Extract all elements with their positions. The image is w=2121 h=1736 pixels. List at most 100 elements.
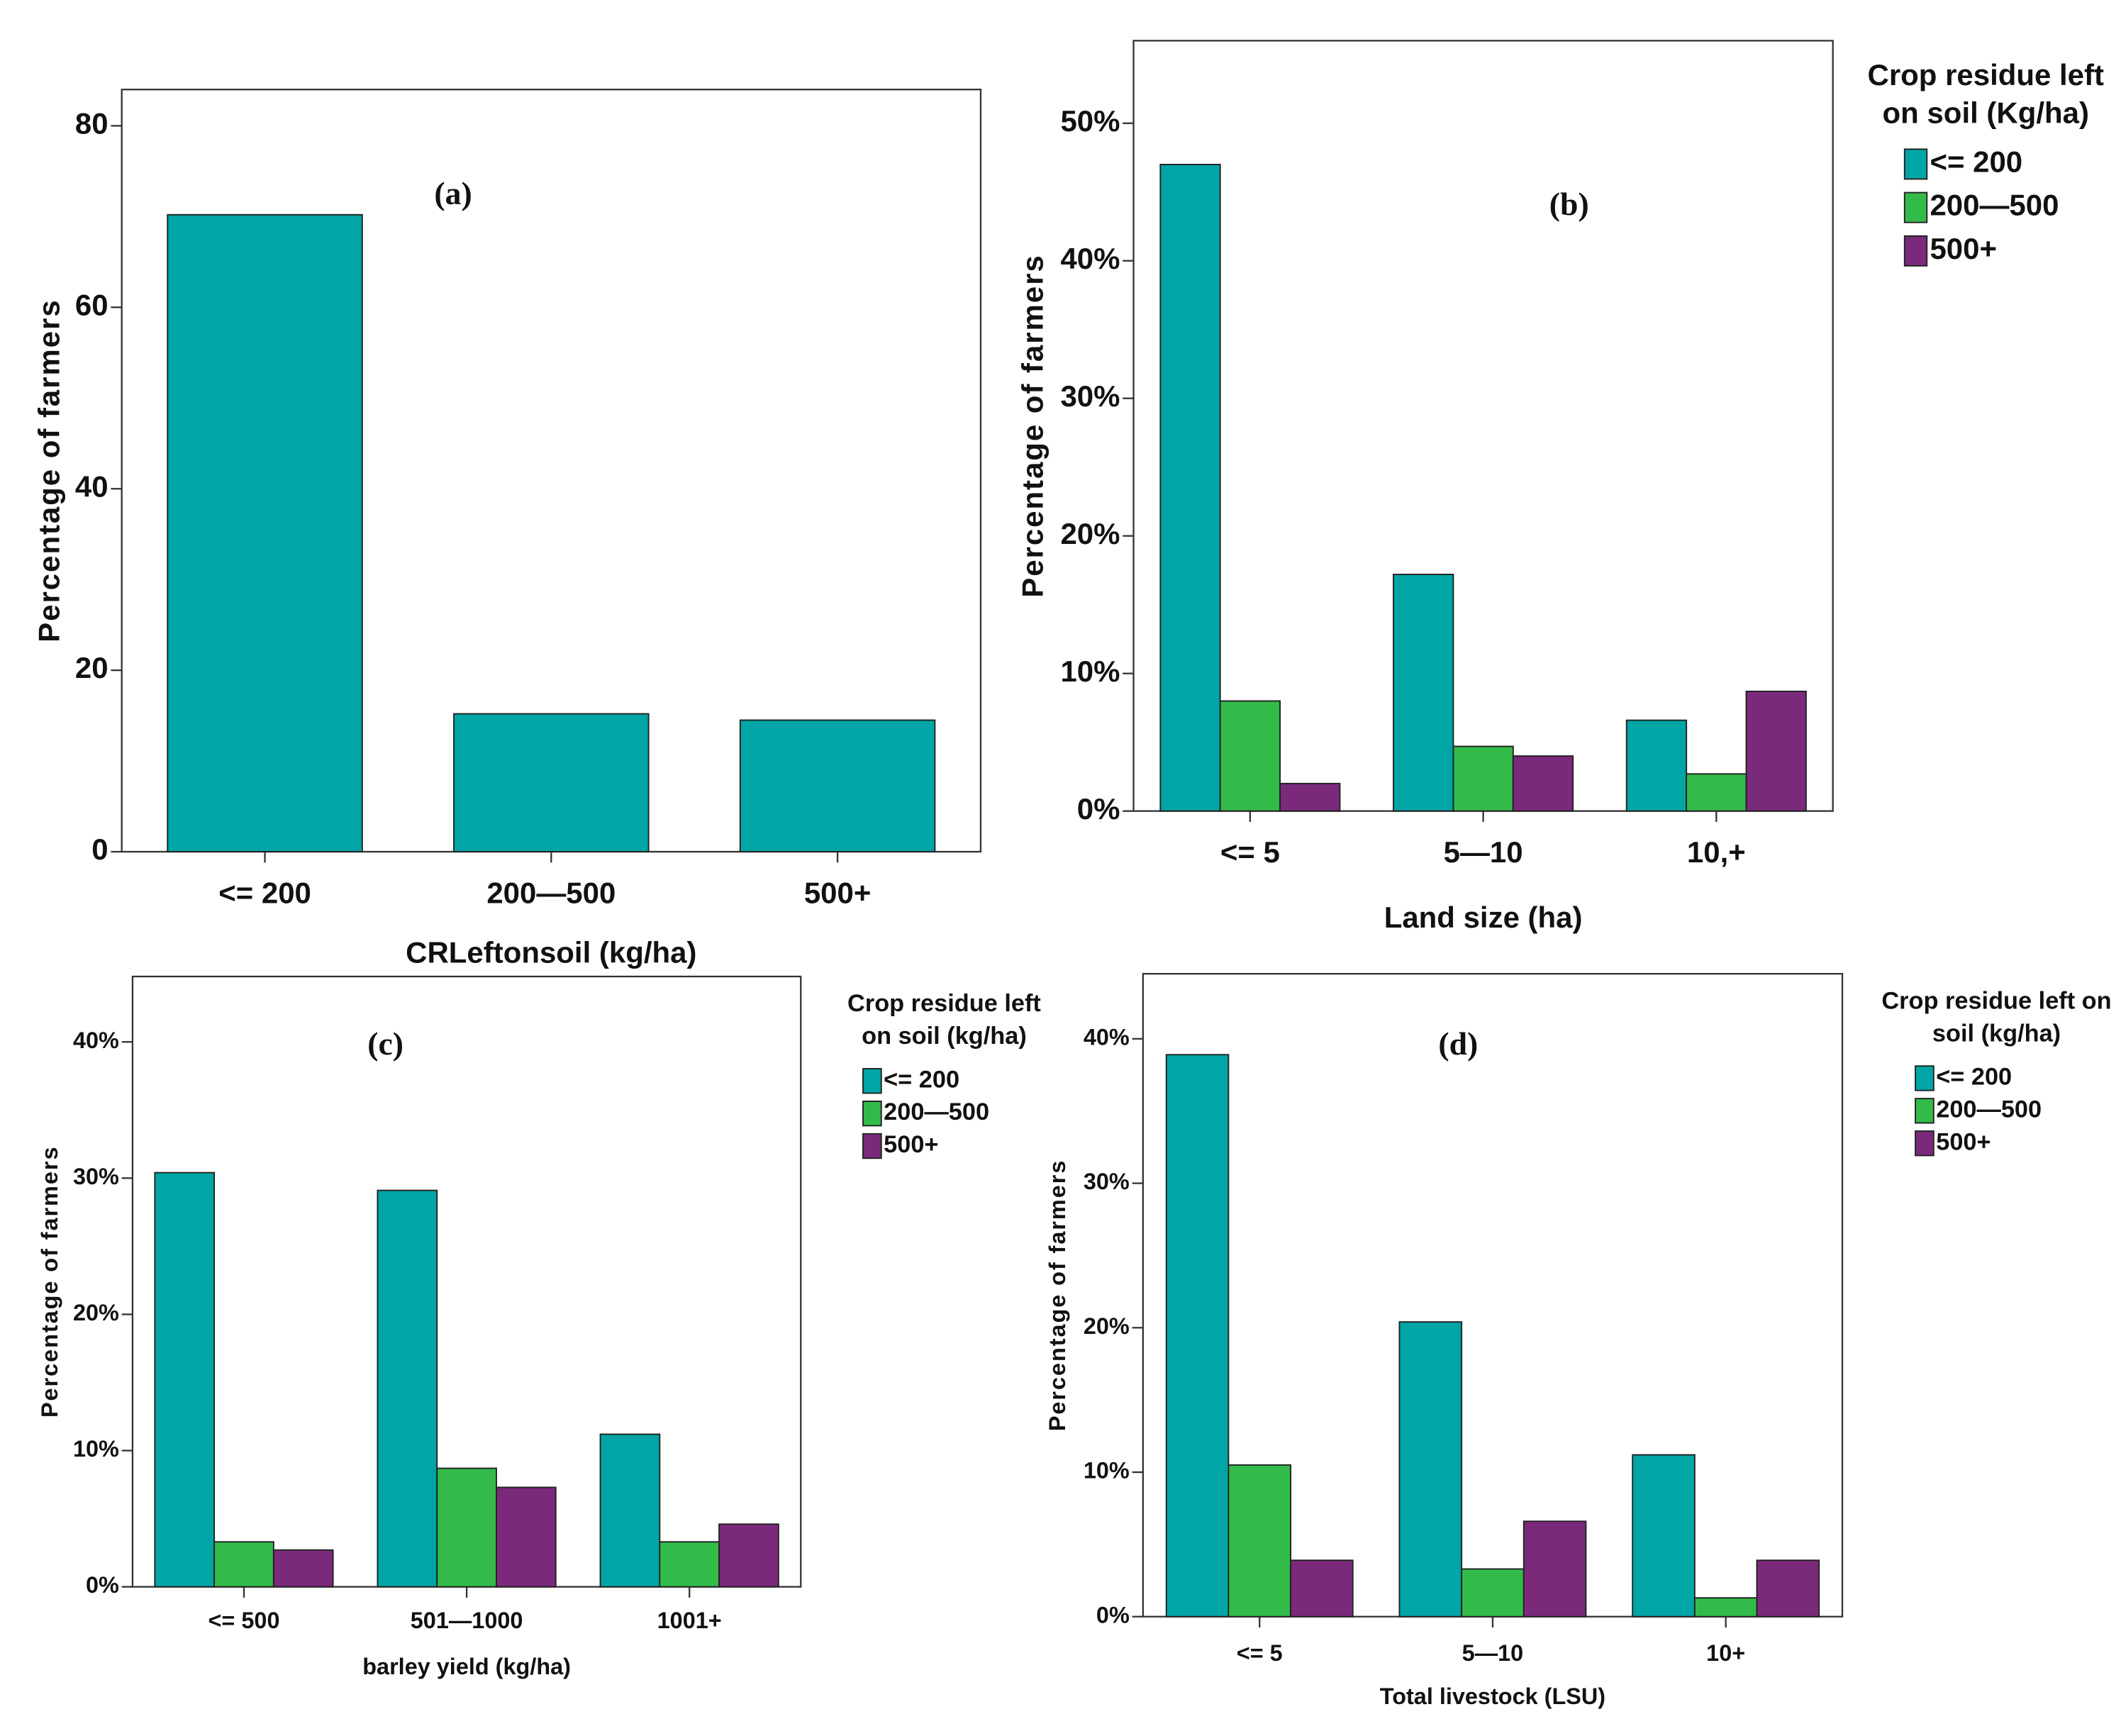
- bar: [1686, 773, 1747, 812]
- x-tick-label: 200—500: [486, 876, 616, 909]
- legend-swatch: [1915, 1130, 1934, 1157]
- x-tick-label: 1001+: [657, 1608, 722, 1633]
- y-tick-label: 50%: [1060, 104, 1120, 138]
- y-tick-label: 10%: [1060, 655, 1120, 688]
- legend-label: <= 200: [1936, 1063, 2012, 1090]
- y-tick-label: 40%: [1084, 1024, 1130, 1050]
- y-tick-label: 20%: [73, 1300, 119, 1325]
- legend-swatch: [1903, 191, 1928, 223]
- bar: [1756, 1559, 1820, 1618]
- bar: [1461, 1568, 1525, 1618]
- plot-frame: [1132, 40, 1834, 812]
- legend-label: <= 200: [1930, 145, 2022, 178]
- legend-title: on soil (Kg/ha): [1883, 96, 2089, 130]
- bar: [1159, 164, 1221, 812]
- legend-label: 500+: [1936, 1128, 1991, 1155]
- y-axis-label: Percentage of farmers: [37, 1146, 62, 1418]
- annotation: (a): [434, 175, 472, 211]
- bar: [167, 213, 363, 853]
- x-tick-label: <= 5: [1220, 835, 1280, 869]
- bar: [436, 1467, 497, 1588]
- bar: [1393, 574, 1454, 812]
- bar: [453, 713, 650, 853]
- y-tick-label: 0%: [1096, 1602, 1130, 1628]
- y-axis-label: Percentage of farmers: [33, 299, 66, 642]
- x-axis-label: Land size (ha): [1384, 901, 1583, 934]
- legend-swatch: [862, 1068, 882, 1094]
- y-tick-label: 30%: [1060, 379, 1120, 413]
- bar: [1745, 690, 1807, 812]
- legend-title: on soil (kg/ha): [862, 1023, 1027, 1050]
- bar: [1625, 719, 1688, 812]
- x-tick-label: 10+: [1706, 1640, 1745, 1666]
- bar: [718, 1523, 779, 1588]
- bar: [599, 1433, 661, 1588]
- legend-label: 200—500: [884, 1098, 989, 1125]
- bar: [496, 1486, 557, 1588]
- legend-label: 500+: [884, 1131, 938, 1158]
- bar: [272, 1549, 334, 1588]
- y-axis-label: Percentage of farmers: [1015, 254, 1049, 597]
- bar: [1219, 700, 1281, 812]
- y-tick-label: 0%: [1077, 792, 1120, 825]
- x-tick-label: <= 5: [1237, 1640, 1283, 1666]
- bar: [1290, 1559, 1354, 1618]
- x-axis-label: barley yield (kg/ha): [362, 1654, 571, 1679]
- legend-swatch: [862, 1133, 882, 1159]
- bar: [1632, 1454, 1696, 1618]
- y-tick-label: 30%: [1084, 1169, 1130, 1194]
- bar: [1165, 1054, 1230, 1618]
- y-tick-label: 0%: [86, 1572, 119, 1598]
- y-tick-label: 40: [75, 469, 108, 503]
- legend-label: 500+: [1930, 232, 1997, 265]
- x-tick-label: 501—1000: [411, 1608, 523, 1633]
- legend-label: 200—500: [1930, 189, 2059, 222]
- bar: [659, 1541, 720, 1588]
- x-tick-label: 500+: [804, 876, 872, 909]
- legend-swatch: [1903, 235, 1928, 267]
- x-tick-label: <= 500: [208, 1608, 279, 1633]
- annotation: (d): [1438, 1025, 1478, 1062]
- bar: [377, 1189, 438, 1588]
- x-axis-label: Total livestock (LSU): [1380, 1684, 1605, 1709]
- y-tick-label: 20: [75, 651, 108, 684]
- bar: [1693, 1597, 1758, 1618]
- legend-swatch: [1915, 1098, 1934, 1124]
- y-tick-label: 20%: [1084, 1313, 1130, 1339]
- bar: [1398, 1321, 1463, 1618]
- legend-label: 200—500: [1936, 1096, 2042, 1123]
- legend-title: Crop residue left: [1868, 58, 2104, 91]
- y-tick-label: 80: [75, 106, 108, 140]
- legend-title: Crop residue left: [847, 990, 1041, 1017]
- y-tick-label: 30%: [73, 1164, 119, 1189]
- y-tick-label: 40%: [73, 1028, 119, 1053]
- y-tick-label: 10%: [73, 1436, 119, 1462]
- y-tick-label: 0: [91, 833, 108, 866]
- legend-swatch: [1903, 148, 1928, 180]
- bar: [1522, 1520, 1587, 1618]
- legend-swatch: [862, 1100, 882, 1127]
- bar: [154, 1172, 216, 1588]
- y-tick-label: 10%: [1084, 1458, 1130, 1484]
- bar: [1512, 755, 1574, 812]
- bar: [1452, 745, 1514, 812]
- y-axis-label: Percentage of farmers: [1045, 1159, 1070, 1431]
- y-tick-label: 60: [75, 288, 108, 321]
- x-tick-label: <= 200: [218, 876, 311, 909]
- x-tick-label: 5—10: [1462, 1640, 1524, 1666]
- bar: [1279, 782, 1341, 812]
- legend-label: <= 200: [884, 1066, 959, 1093]
- y-tick-label: 40%: [1060, 242, 1120, 275]
- bar: [739, 719, 936, 853]
- legend-title: Crop residue left on: [1881, 987, 2111, 1014]
- legend-swatch: [1915, 1065, 1934, 1091]
- x-axis-label: CRLeftonsoil (kg/ha): [406, 935, 696, 969]
- annotation: (c): [367, 1025, 403, 1062]
- bar: [1227, 1464, 1292, 1618]
- y-tick-label: 20%: [1060, 517, 1120, 550]
- x-tick-label: 10,+: [1687, 835, 1746, 869]
- legend-title: soil (kg/ha): [1932, 1020, 2061, 1047]
- annotation: (b): [1549, 186, 1589, 222]
